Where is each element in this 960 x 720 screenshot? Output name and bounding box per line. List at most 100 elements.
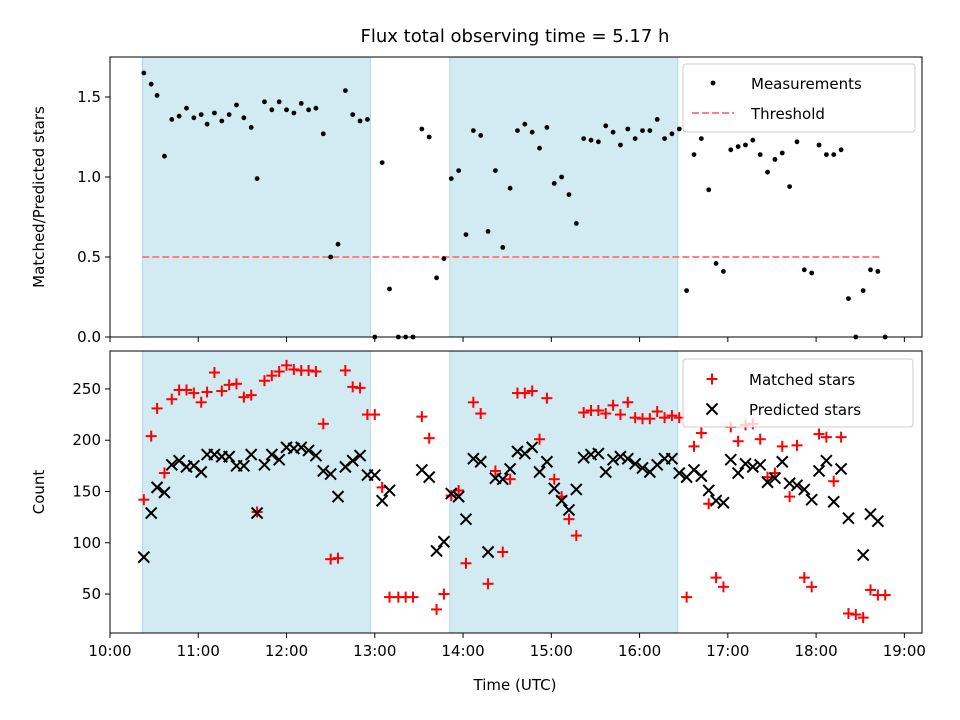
measurement-point [234, 102, 239, 108]
matched-stars-point [820, 431, 832, 443]
predicted-stars-point [511, 445, 524, 458]
bot-shaded-interval-2 [449, 350, 679, 634]
bottom-y-axis: 50 100 150 200 250 [72, 380, 110, 603]
measurement-point [588, 137, 594, 143]
predicted-stars-point [150, 481, 164, 494]
predicted-stars-point [331, 490, 345, 503]
measurement-point [809, 270, 815, 276]
matched-stars-point [614, 409, 626, 421]
predicted-stars-point [555, 494, 568, 507]
predicted-stars-point [798, 483, 811, 496]
predicted-stars-point [812, 464, 826, 478]
matched-stars-point [231, 378, 243, 390]
predicted-stars-point [437, 535, 451, 548]
predicted-stars-point [636, 461, 649, 475]
measurement-point [500, 245, 506, 250]
measurement-point [676, 126, 682, 132]
measurement-point [507, 185, 513, 191]
matched-stars-point [489, 465, 501, 477]
predicted-stars-point [368, 468, 381, 482]
bot-y-tick-label: 150 [72, 482, 101, 500]
matched-stars-point [151, 402, 163, 414]
predicted-stars-point [430, 544, 443, 558]
measurement-point [787, 184, 793, 190]
predicted-stars-point [665, 452, 679, 465]
measurement-point [654, 117, 660, 122]
matched-stars-point [431, 603, 443, 615]
measurement-point [298, 101, 304, 106]
matched-stars-point [369, 409, 381, 421]
predicted-stars-point [856, 548, 870, 562]
measurement-point [441, 256, 447, 261]
measurement-point [662, 136, 667, 142]
top-y-tick-label: 0.5 [77, 248, 101, 266]
matched-stars-point [216, 385, 228, 397]
predicted-stars-point [776, 455, 789, 468]
measurement-point [544, 125, 550, 130]
matched-stars-point [288, 363, 300, 375]
predicted-stars-point [783, 477, 796, 490]
predicted-stars-point [805, 493, 818, 506]
matched-stars-point [681, 591, 693, 603]
predicted-stars-point [194, 465, 208, 479]
chart-title: Flux total observing time = 5.17 h [361, 26, 670, 47]
measurement-point [779, 150, 785, 156]
measurement-point [291, 110, 297, 116]
measurement-point [419, 126, 425, 132]
predicted-stars-point [768, 471, 782, 485]
measurement-point [328, 254, 334, 260]
matched-stars-point [332, 552, 344, 564]
predicted-stars-point [739, 457, 752, 471]
matched-stars-point [273, 366, 285, 378]
measurement-point [241, 115, 247, 121]
measurement-point [365, 117, 370, 122]
measurement-point [248, 125, 254, 130]
measurement-point [522, 121, 528, 127]
measurement-point [846, 296, 851, 301]
bot-y-tick-label: 250 [72, 380, 101, 398]
measurement-point [595, 139, 601, 145]
predicted-stars-point [761, 476, 774, 489]
matched-stars-point [600, 408, 612, 420]
matched-stars-point [208, 367, 220, 379]
measurement-point [713, 261, 719, 266]
matched-stars-point [607, 399, 619, 411]
measurement-point [162, 153, 167, 159]
measurement-point [566, 192, 572, 198]
top-plot-frame [109, 56, 923, 338]
predicted-stars-point [533, 465, 546, 479]
predicted-stars-point [346, 454, 359, 467]
matched-stars-point [258, 375, 270, 387]
measurement-point [515, 128, 520, 134]
top-legend-box [682, 63, 916, 133]
predicted-stars-point [503, 462, 517, 476]
matched-stars-point [659, 412, 671, 424]
matched-stars-point [534, 433, 546, 445]
measurement-point [750, 137, 756, 143]
predicted-stars-point [548, 482, 561, 495]
predicted-stars-point [265, 448, 279, 461]
predicted-stars-point [272, 453, 286, 466]
bottom-legend: Matched stars Predicted stars [682, 358, 914, 428]
measurement-point [831, 152, 837, 158]
matched-stars-point [798, 572, 810, 584]
matched-stars-point [769, 467, 781, 479]
bot-x-tick-label: 15:00 [530, 642, 573, 660]
predicted-stars-point [628, 457, 642, 471]
bottom-shaded-intervals [141, 350, 679, 634]
predicted-stars-point [237, 459, 251, 473]
matched-stars-point [482, 578, 494, 590]
measurement-point [204, 121, 210, 127]
measurement-point [573, 221, 579, 226]
predicted-stars-point [562, 503, 576, 517]
bot-shaded-interval-1 [141, 350, 371, 634]
measurement-point [306, 107, 311, 113]
matched-stars-point [407, 591, 419, 603]
measurement-point [816, 142, 822, 148]
matched-stars-point [166, 393, 178, 405]
predicted-stars-point [606, 453, 620, 466]
measurement-point [618, 142, 623, 148]
matched-stars-point [857, 612, 869, 624]
matched-stars-point [145, 430, 157, 442]
predicted-stars-point [577, 451, 590, 464]
